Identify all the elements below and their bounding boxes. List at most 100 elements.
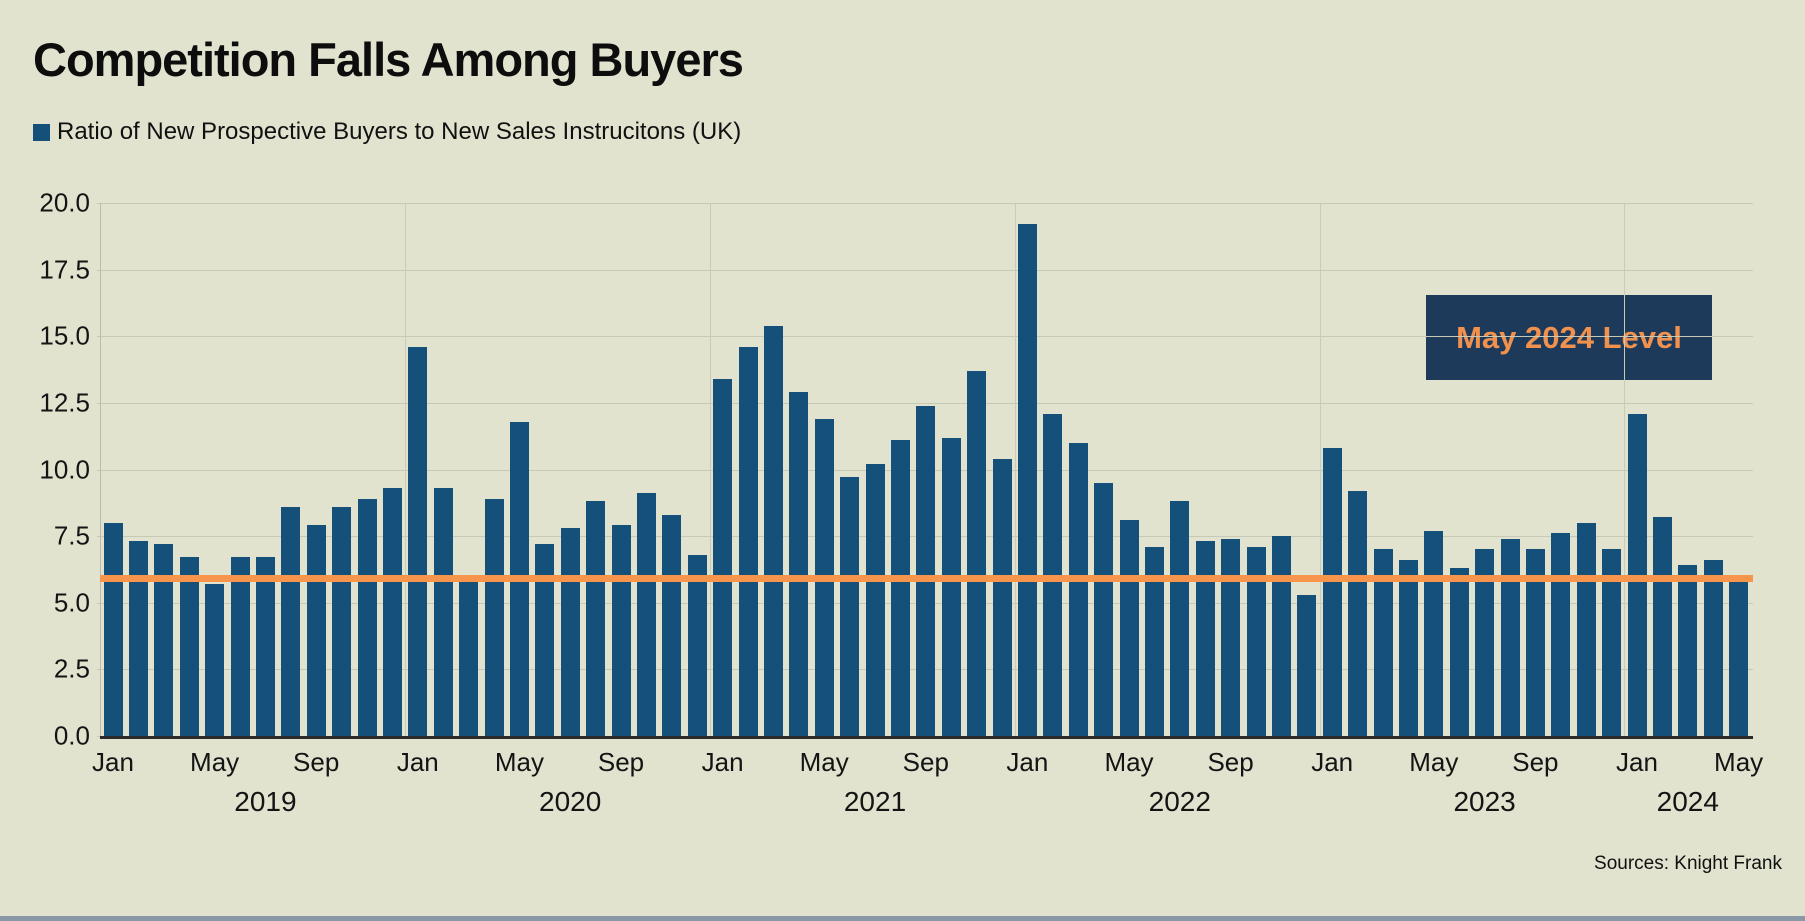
bar-sep-2022	[1221, 538, 1241, 736]
bar-apr-2022	[1094, 482, 1114, 736]
bar-oct-2021	[941, 437, 961, 736]
bar-apr-2021	[789, 392, 809, 736]
bar-oct-2022	[1246, 546, 1266, 736]
y-tick-label: 17.5	[39, 254, 90, 285]
bar-nov-2023	[1576, 522, 1596, 736]
bar-feb-2019	[128, 541, 148, 736]
bar-dec-2019	[382, 488, 402, 736]
x-year-label: 2019	[234, 786, 297, 817]
bar-jan-2021	[713, 378, 733, 736]
y-gridline-15.0	[97, 336, 1753, 338]
bar-sep-2020	[611, 525, 631, 736]
bar-aug-2019	[281, 506, 301, 736]
legend-swatch-icon	[33, 123, 50, 141]
bar-oct-2019	[332, 506, 352, 736]
bar-feb-2024	[1652, 517, 1672, 736]
x-tick-label: Jan	[1006, 747, 1049, 777]
bar-mar-2023	[1373, 549, 1393, 736]
bar-dec-2023	[1602, 549, 1622, 736]
bar-apr-2019	[179, 557, 199, 736]
y-gridline-17.5	[97, 269, 1753, 271]
bar-apr-2024	[1703, 560, 1723, 736]
bar-may-2024	[1729, 578, 1749, 736]
bar-jan-2019	[103, 522, 123, 736]
bar-jul-2022	[1170, 501, 1190, 736]
x-tick-label: Sep	[902, 747, 949, 777]
bar-mar-2021	[763, 325, 783, 736]
x-tick-label: Sep	[1512, 747, 1559, 777]
y-tick-label: 10.0	[39, 454, 90, 484]
bar-aug-2021	[890, 440, 910, 736]
bar-jun-2020	[535, 544, 555, 736]
bar-aug-2022	[1195, 541, 1215, 736]
bar-may-2022	[1119, 520, 1139, 736]
bar-jun-2021	[840, 477, 860, 736]
y-gridline-20.0	[97, 203, 1753, 204]
bar-mar-2020	[459, 578, 479, 736]
bar-may-2023	[1424, 530, 1444, 736]
x-tick-label: Jan	[92, 747, 134, 777]
year-boundary-gridline	[1014, 203, 1016, 736]
y-gridline-12.5	[97, 402, 1753, 404]
y-tick-label: 0.0	[53, 720, 90, 751]
bar-dec-2022	[1297, 594, 1317, 736]
bar-oct-2023	[1551, 533, 1571, 736]
x-tick-label: Sep	[293, 747, 340, 777]
x-tick-label: Jan	[1616, 747, 1658, 777]
bar-feb-2021	[738, 346, 758, 736]
legend: Ratio of New Prospective Buyers to New S…	[33, 118, 741, 146]
bar-mar-2022	[1068, 442, 1088, 736]
x-tick-label: Sep	[1207, 747, 1254, 777]
y-tick-label: 7.5	[53, 520, 90, 551]
y-tick-label: 12.5	[39, 387, 90, 418]
y-tick-label: 20.0	[39, 187, 90, 218]
year-boundary-gridline	[1624, 203, 1626, 736]
bar-dec-2021	[992, 458, 1012, 736]
bar-nov-2021	[967, 370, 987, 736]
reference-line-label: May 2024 Level	[1456, 319, 1682, 355]
bar-nov-2020	[662, 514, 682, 736]
year-boundary-gridline	[405, 203, 407, 736]
bar-jul-2023	[1475, 549, 1495, 736]
chart-title: Competition Falls Among Buyers	[33, 33, 744, 86]
y-tick-label: 2.5	[53, 653, 90, 684]
bar-feb-2022	[1043, 413, 1063, 736]
x-tick-label: May	[494, 747, 544, 777]
bar-feb-2023	[1348, 490, 1368, 736]
y-axis-spine	[100, 203, 101, 736]
bar-feb-2020	[433, 488, 453, 736]
bar-oct-2020	[636, 493, 656, 736]
bar-jan-2024	[1627, 413, 1647, 736]
bar-jun-2023	[1449, 568, 1469, 736]
bar-nov-2022	[1271, 536, 1291, 736]
x-tick-label: Jan	[1311, 747, 1354, 777]
bar-jan-2020	[408, 346, 428, 736]
bar-aug-2020	[586, 501, 606, 736]
x-tick-label: Jan	[701, 747, 744, 777]
y-tick-label: 15.0	[39, 320, 90, 351]
x-year-label: 2021	[843, 786, 907, 817]
year-boundary-gridline	[709, 203, 711, 736]
x-axis-line	[100, 736, 1753, 739]
x-year-label: 2022	[1148, 786, 1211, 817]
x-tick-label: May	[1104, 747, 1154, 777]
bar-jul-2020	[560, 528, 580, 736]
bar-may-2019	[205, 584, 225, 736]
x-year-label: 2023	[1453, 786, 1516, 817]
bar-aug-2023	[1500, 538, 1520, 736]
reference-line-annotation-box: May 2024 Level	[1426, 295, 1712, 380]
x-tick-label: May	[1409, 747, 1459, 777]
bar-jan-2023	[1322, 448, 1342, 736]
y-tick-label: 5.0	[53, 587, 90, 618]
x-tick-label: May	[799, 747, 849, 777]
bar-jun-2019	[230, 557, 250, 736]
source-note: Sources: Knight Frank	[1594, 853, 1782, 874]
bar-jan-2022	[1017, 224, 1037, 736]
x-year-label: 2020	[539, 786, 602, 817]
bar-jul-2021	[865, 464, 885, 736]
bar-apr-2023	[1398, 560, 1418, 736]
bar-sep-2021	[916, 405, 936, 736]
x-tick-label: Jan	[396, 747, 439, 777]
bar-sep-2023	[1525, 549, 1545, 736]
